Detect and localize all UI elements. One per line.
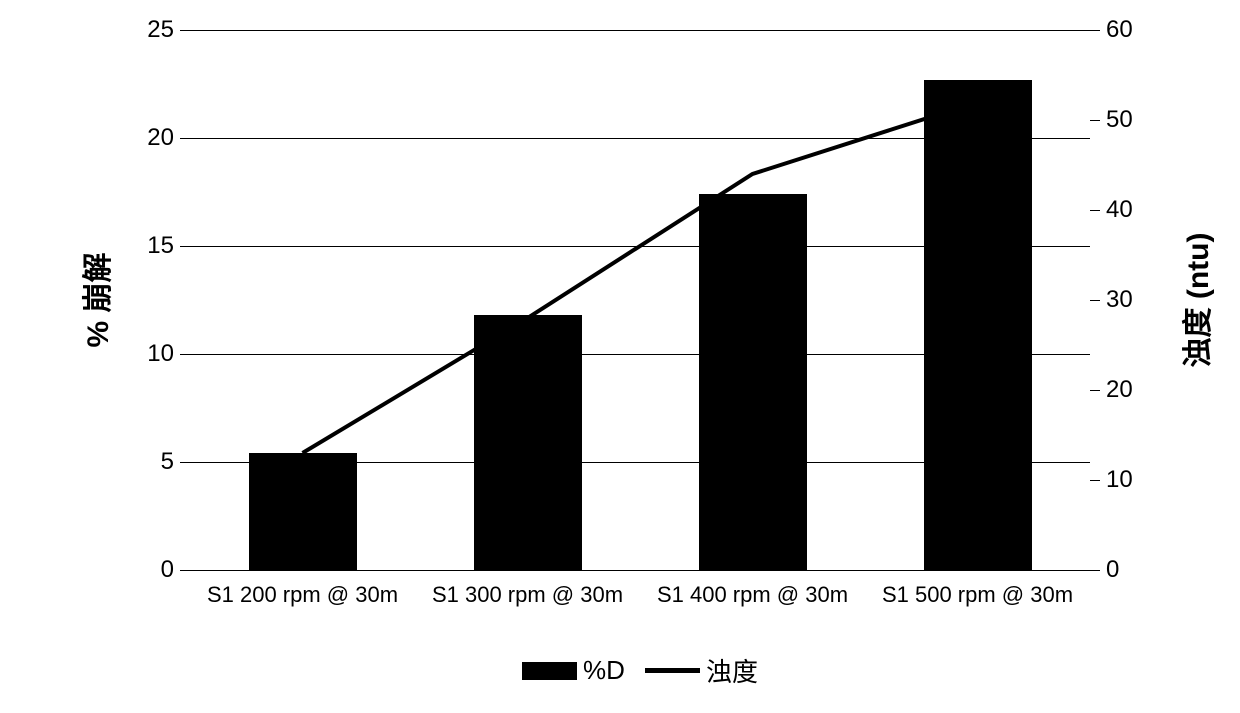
legend-label: 浊度 bbox=[706, 652, 758, 689]
x-tick-label: S1 400 rpm @ 30m bbox=[657, 582, 848, 608]
line-series bbox=[190, 30, 1090, 570]
legend-label: %D bbox=[583, 655, 625, 686]
y-left-tick bbox=[180, 246, 190, 247]
y-left-tick bbox=[180, 462, 190, 463]
plot-area bbox=[190, 30, 1090, 570]
y-left-axis-title: % 崩解 bbox=[73, 252, 117, 347]
y-right-tick bbox=[1090, 30, 1100, 31]
y-right-tick bbox=[1090, 480, 1100, 481]
y-right-tick bbox=[1090, 300, 1100, 301]
x-tick-label: S1 500 rpm @ 30m bbox=[882, 582, 1073, 608]
y-left-tick-label: 10 bbox=[147, 340, 174, 368]
legend-swatch-bar bbox=[522, 662, 577, 680]
y-left-tick-label: 15 bbox=[147, 232, 174, 260]
y-left-tick-label: 5 bbox=[161, 448, 174, 476]
grid-line bbox=[190, 570, 1090, 571]
x-tick-label: S1 300 rpm @ 30m bbox=[432, 582, 623, 608]
y-right-tick bbox=[1090, 390, 1100, 391]
y-left-tick bbox=[180, 138, 190, 139]
y-left-tick bbox=[180, 570, 190, 571]
y-right-tick-label: 60 bbox=[1106, 16, 1133, 44]
y-right-tick-label: 0 bbox=[1106, 556, 1119, 584]
y-left-tick bbox=[180, 30, 190, 31]
y-left-tick bbox=[180, 354, 190, 355]
legend: %D 浊度 bbox=[190, 652, 1090, 689]
y-left-tick-label: 20 bbox=[147, 124, 174, 152]
y-right-tick bbox=[1090, 570, 1100, 571]
y-right-tick-label: 10 bbox=[1106, 466, 1133, 494]
y-right-tick-label: 50 bbox=[1106, 106, 1133, 134]
y-right-tick-label: 40 bbox=[1106, 196, 1133, 224]
legend-item: 浊度 bbox=[645, 652, 758, 689]
x-tick-label: S1 200 rpm @ 30m bbox=[207, 582, 398, 608]
y-right-tick bbox=[1090, 210, 1100, 211]
legend-swatch-line bbox=[645, 668, 700, 673]
y-right-tick-label: 20 bbox=[1106, 376, 1133, 404]
y-right-tick-label: 30 bbox=[1106, 286, 1133, 314]
y-left-tick-label: 0 bbox=[161, 556, 174, 584]
y-right-axis-title: 浊度 (ntu) bbox=[1173, 233, 1217, 368]
chart-container: 0 5 10 15 20 25 0 10 20 30 40 50 60 S1 200 rpm @ 30m S… bbox=[0, 0, 1240, 713]
y-right-tick bbox=[1090, 120, 1100, 121]
legend-item: %D bbox=[522, 655, 625, 686]
y-left-tick-label: 25 bbox=[147, 16, 174, 44]
